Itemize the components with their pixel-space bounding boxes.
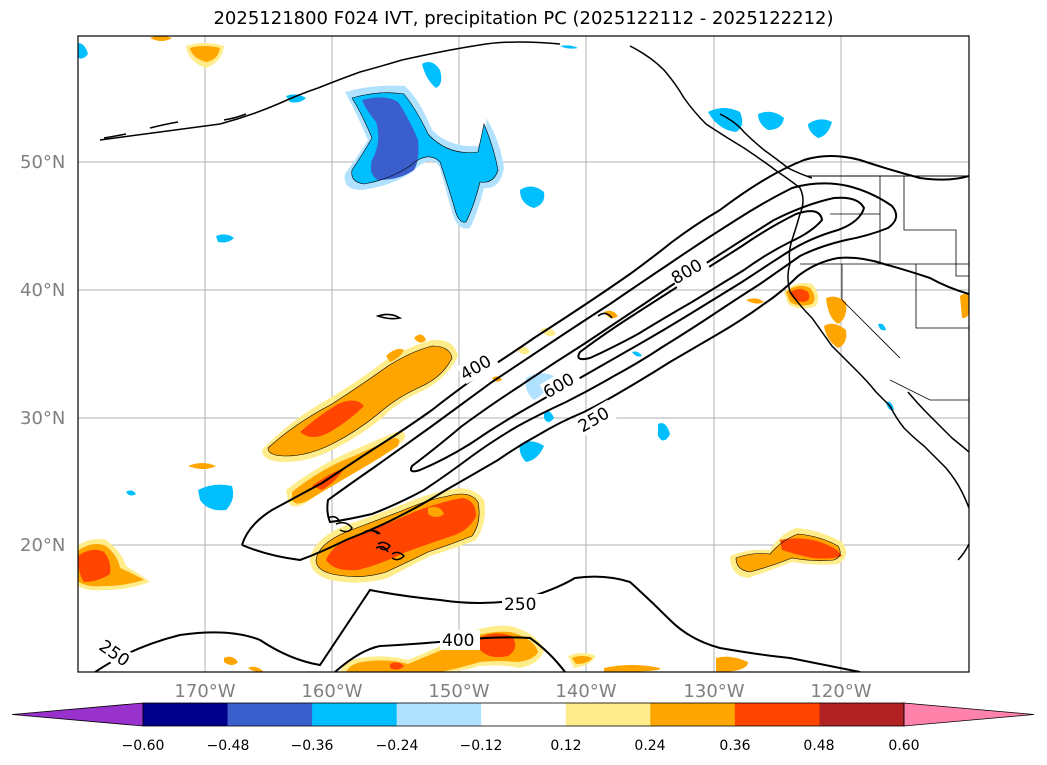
colorbar-segment [312, 703, 398, 726]
colorbar-frame [142, 702, 905, 727]
colorbar-segment [734, 703, 820, 726]
colorbar-segment [227, 703, 313, 726]
lon-label-170w: 170°W [174, 681, 235, 702]
coast-mexico [957, 543, 969, 561]
contour-label-400-south: 400 [442, 631, 474, 651]
precip-positive-anomaly [78, 36, 969, 672]
colorbar-segments [11, 702, 1035, 727]
colorbar-tick-label: −0.36 [291, 738, 334, 754]
lat-label-50n: 50°N [20, 152, 65, 173]
coast-bc [719, 113, 813, 179]
longitude-axis: 170°W 160°W 150°W 140°W 130°W 120°W [174, 681, 871, 702]
colorbar-tick-label: 0.36 [719, 738, 750, 754]
coast-alaska-west [99, 41, 561, 141]
colorbar-tick-label: −0.12 [460, 738, 503, 754]
ivt-contour-hawaii-inner [327, 515, 389, 553]
coastlines [99, 41, 969, 561]
coast-baja [889, 405, 969, 509]
contour-label-group: 800 400 600 250 250 400 250 [93, 251, 711, 672]
colorbar-segment [650, 703, 736, 726]
coast-aleutian [103, 113, 247, 139]
lat-label-30n: 30°N [20, 408, 65, 429]
lon-label-150w: 150°W [428, 681, 489, 702]
ivt-contour-600 [410, 196, 866, 473]
map-plot-area: 800 400 600 250 250 400 250 [77, 35, 970, 673]
lon-label-130w: 130°W [683, 681, 744, 702]
colorbar-tick-label: 0.48 [803, 738, 834, 754]
lat-label-20n: 20°N [20, 535, 65, 556]
ivt-contour-small-1 [375, 313, 403, 320]
colorbar-tick-label: 0.60 [888, 738, 919, 754]
inland-border-nevada [841, 264, 969, 359]
lon-label-140w: 140°W [555, 681, 616, 702]
colorbar-tick-label: 0.24 [634, 738, 665, 754]
lon-label-160w: 160°W [301, 681, 362, 702]
coast-alaska-peninsula [629, 45, 804, 265]
ivt-contour-250-main [241, 155, 969, 562]
coast-gulf-california [907, 391, 969, 453]
ivt-contour-small-2 [597, 312, 613, 319]
inland-border-idaho [903, 176, 969, 277]
colorbar: −0.60 −0.48 −0.36 −0.24 −0.12 0.12 0.24 … [11, 702, 1035, 754]
contour-label-250-south: 250 [504, 595, 536, 615]
inland-border-mexico [889, 379, 969, 401]
colorbar-tick-labels: −0.60 −0.48 −0.36 −0.24 −0.12 0.12 0.24 … [122, 738, 920, 754]
lon-label-120w: 120°W [810, 681, 871, 702]
map-frame [77, 35, 970, 673]
colorbar-tick-label: −0.60 [122, 738, 165, 754]
map-title: 2025121800 F024 IVT, precipitation PC (2… [213, 8, 834, 29]
lat-label-40n: 40°N [20, 280, 65, 301]
precip-outlines [267, 92, 841, 577]
colorbar-extend-low [11, 702, 144, 727]
colorbar-segment [396, 703, 482, 726]
colorbar-extend-high [903, 702, 1035, 727]
inland-border-states-2 [800, 213, 880, 265]
ivt-contours [93, 155, 969, 672]
colorbar-tick-label: 0.12 [550, 738, 581, 754]
colorbar-segment [143, 703, 229, 726]
latitude-axis: 50°N 40°N 30°N 20°N [20, 152, 65, 556]
ivt-contour-250 [93, 575, 861, 672]
ivt-contour-400 [326, 182, 898, 524]
coast-us-west [787, 263, 891, 407]
colorbar-segment [481, 703, 567, 726]
colorbar-segment [819, 703, 905, 726]
colorbar-segment [565, 703, 651, 726]
colorbar-tick-label: −0.48 [207, 738, 250, 754]
colorbar-tick-label: −0.24 [376, 738, 419, 754]
